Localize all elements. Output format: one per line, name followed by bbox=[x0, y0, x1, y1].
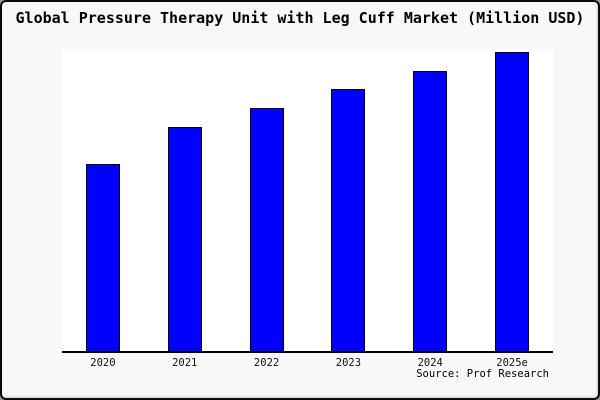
x-tick-label-2020: 2020 bbox=[90, 357, 116, 369]
bar-2022 bbox=[249, 108, 284, 353]
x-tick-label-2023: 2023 bbox=[335, 357, 362, 369]
x-tick-label-2021: 2021 bbox=[172, 357, 198, 369]
bar-2023 bbox=[331, 89, 366, 353]
bar-2021 bbox=[167, 127, 202, 353]
plot-area bbox=[62, 49, 553, 353]
x-axis-labels: 2020 2021 2022 2023 2024 2025e bbox=[62, 357, 553, 371]
bar-2020 bbox=[85, 164, 120, 353]
bar-2025e bbox=[495, 52, 530, 353]
x-tick-label-2024: 2024 bbox=[417, 357, 443, 369]
x-tick-label-2025e: 2025e bbox=[496, 357, 528, 369]
x-axis-line bbox=[62, 351, 553, 353]
x-tick-label-2022: 2022 bbox=[253, 357, 280, 369]
chart-title: Global Pressure Therapy Unit with Leg Cu… bbox=[15, 9, 585, 27]
source-credit: Source: Prof Research bbox=[416, 368, 549, 380]
bar-2024 bbox=[413, 71, 448, 353]
